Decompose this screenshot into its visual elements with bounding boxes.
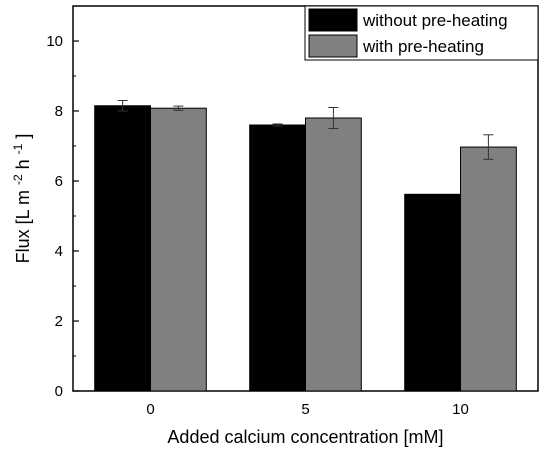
y-axis-title-part3: ] xyxy=(13,134,33,139)
bar xyxy=(94,105,151,392)
x-tick-label: 5 xyxy=(301,401,309,418)
y-tick-label: 4 xyxy=(55,243,63,260)
bar xyxy=(404,193,462,392)
x-tick-label: 10 xyxy=(452,401,469,418)
bar xyxy=(305,117,362,392)
y-tick-label: 2 xyxy=(55,313,63,330)
y-tick-label: 0 xyxy=(55,383,63,400)
legend-swatch xyxy=(308,8,358,32)
error-bars xyxy=(117,100,494,160)
legend-label: with pre-heating xyxy=(362,37,484,56)
legend-label: without pre-heating xyxy=(362,11,508,30)
bar xyxy=(460,146,517,392)
legend-swatch xyxy=(308,34,358,58)
bar xyxy=(249,124,306,392)
y-axis-title: Flux [L m -2 h -1 ] xyxy=(6,134,33,264)
y-tick-label: 10 xyxy=(46,33,63,50)
y-axis-title-sup1: -2 xyxy=(11,174,25,185)
y-axis-title-part2: h xyxy=(13,159,33,169)
y-tick-label: 8 xyxy=(55,103,63,120)
bar xyxy=(150,107,207,392)
y-axis-title-sup2: -1 xyxy=(11,143,25,154)
y-tick-label: 6 xyxy=(55,173,63,190)
x-axis-title: Added calcium concentration [mM] xyxy=(167,427,443,447)
x-tick-label: 0 xyxy=(146,401,154,418)
y-axis-title-part1: Flux [L m xyxy=(13,190,33,263)
axis-ticks: 0 2 4 6 8 10 0 5 10 xyxy=(46,33,469,418)
legend: without pre-heating with pre-heating xyxy=(304,5,539,61)
bars xyxy=(94,105,517,392)
